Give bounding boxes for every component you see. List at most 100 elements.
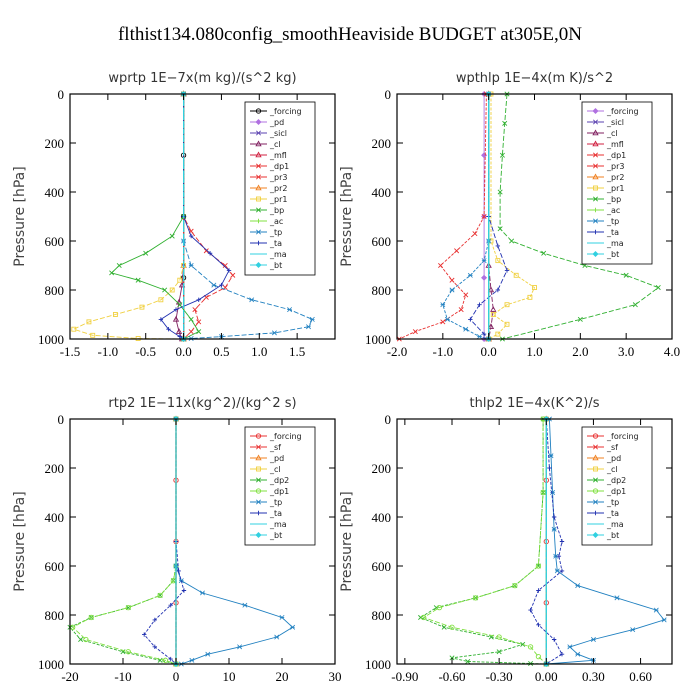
panel-title: thlp2 1E−4x(K^2)/s [470, 396, 600, 411]
legend-label: _dp1 [606, 487, 626, 496]
legend-label: _ma [606, 239, 624, 248]
legend-label: _tp [606, 217, 619, 226]
data-point [495, 243, 501, 249]
series-line-pr1 [72, 94, 185, 340]
data-point [590, 637, 596, 642]
series-line-ta [160, 94, 230, 340]
x-tick-label: 0 [173, 669, 180, 684]
data-point [551, 637, 557, 642]
legend-label: _sicl [606, 118, 624, 127]
y-tick-label: 400 [45, 510, 65, 525]
data-point [177, 302, 183, 308]
y-tick-label: 800 [45, 283, 65, 298]
legend-marker [255, 108, 262, 114]
data-point [630, 627, 636, 633]
data-point [172, 315, 180, 322]
y-axis-label: Pressure [hPa] [339, 491, 355, 591]
x-tick-label: 2.0 [572, 344, 588, 359]
data-point [465, 659, 471, 665]
data-point [554, 568, 560, 574]
data-point [440, 319, 446, 325]
data-point [551, 526, 557, 532]
data-point [444, 316, 450, 322]
legend-marker [593, 207, 598, 213]
data-point [504, 321, 510, 327]
legend-label: _pr2 [606, 173, 624, 182]
legend: _forcing _sf _pd _cl _dp2 _dp1 _tp _ta _ma _bt [581, 426, 653, 546]
data-point [71, 326, 77, 332]
x-tick-label: 30 [329, 669, 342, 684]
legend-label: _tp [269, 228, 282, 237]
panel-title: rtp2 1E−11x(kg^2)/(kg^2 s) [108, 396, 296, 411]
data-point [177, 334, 182, 339]
x-tick-label: 0.60 [629, 669, 652, 684]
x-tick-label: -0.90 [391, 669, 418, 684]
x-tick-label: 0.30 [582, 669, 605, 684]
data-point [490, 312, 496, 317]
data-point [535, 563, 542, 569]
x-tick-label: -0.30 [486, 669, 513, 684]
y-tick-label: 1000 [365, 657, 391, 672]
data-point [556, 554, 562, 559]
data-point [421, 614, 427, 621]
data-point [495, 258, 501, 264]
data-point [441, 624, 447, 630]
legend-label: _bt [606, 531, 619, 540]
legend-label: _tp [606, 498, 619, 507]
legend: _forcing _sicl _cl _mfl _dp1 _pr3 _pr2 _pr1 _bp _… [581, 101, 653, 265]
data-point [559, 539, 565, 544]
chart-panel-3: rtp2 1E−11x(kg^2)/(kg^2 s) Pressure [hPa]… [12, 396, 342, 684]
data-point [653, 607, 659, 613]
data-point [540, 489, 546, 496]
data-point [83, 636, 89, 643]
data-point [168, 656, 173, 662]
data-point [274, 634, 280, 640]
data-point [168, 603, 173, 608]
data-point [438, 262, 444, 269]
series-line-ta [469, 94, 508, 340]
legend-marker [592, 531, 599, 539]
legend-marker [592, 107, 599, 115]
legend-marker [592, 140, 599, 147]
data-point [472, 595, 479, 601]
data-point [188, 263, 194, 268]
data-point [499, 152, 505, 158]
data-point [449, 655, 455, 661]
legend-marker [255, 207, 262, 213]
data-point [528, 607, 533, 613]
data-point [188, 329, 194, 335]
data-point [139, 304, 145, 310]
x-tick-label: 20 [276, 669, 289, 684]
data-point [468, 317, 473, 322]
legend-label: _ta [269, 509, 282, 518]
data-point [306, 324, 311, 330]
x-tick-label: 0.00 [535, 669, 558, 684]
legend-label: _pd [269, 118, 284, 127]
legend-marker [592, 152, 599, 158]
legend-label: _pr1 [606, 184, 624, 193]
data-point [222, 262, 228, 269]
y-tick-label: 400 [45, 185, 65, 200]
data-point [175, 328, 183, 334]
data-point [449, 277, 455, 283]
legend-label: _dp1 [269, 162, 289, 171]
y-tick-label: 200 [45, 136, 65, 151]
data-point [249, 297, 255, 303]
data-point [532, 285, 537, 290]
legend-marker [593, 185, 598, 191]
legend-marker [593, 510, 598, 516]
data-point [504, 268, 510, 273]
data-point [513, 272, 519, 278]
legend-marker [256, 218, 261, 224]
legend-label: _ta [606, 228, 619, 237]
legend-marker [255, 454, 262, 461]
series-line-dp1 [183, 94, 234, 340]
data-point [78, 636, 84, 643]
legend-label: _pr2 [269, 184, 287, 193]
data-point [271, 330, 277, 336]
panel-title: wprtp 1E−7x(m kg)/(s^2 kg) [108, 71, 296, 86]
legend-label: _pr3 [606, 162, 624, 171]
legend-marker [255, 477, 262, 483]
data-point [169, 233, 175, 239]
legend-label: _bt [269, 531, 282, 540]
